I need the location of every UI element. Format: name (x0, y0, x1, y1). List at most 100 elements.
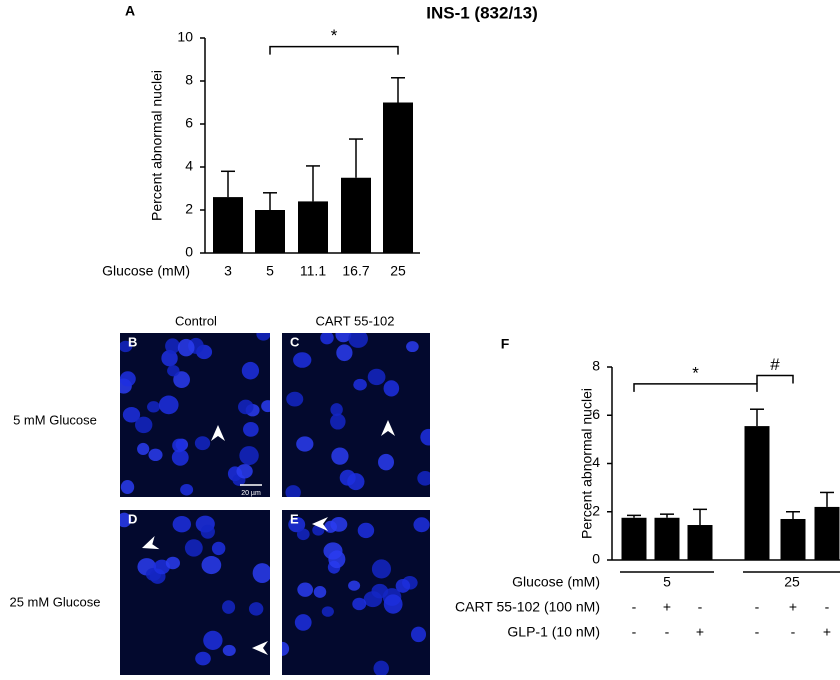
treatment-label: - (755, 624, 760, 640)
nucleus (148, 448, 163, 462)
y-tick-label: 0 (592, 551, 600, 567)
nucleus (222, 600, 236, 614)
nucleus (294, 614, 312, 631)
nucleus (120, 512, 132, 528)
y-tick-label: 8 (185, 72, 193, 88)
nucleus (371, 583, 389, 599)
nucleus (243, 421, 259, 437)
nucleus (331, 447, 349, 465)
nucleus (313, 585, 327, 598)
nucleus (135, 416, 153, 434)
nucleus (120, 371, 136, 387)
y-tick-label: 10 (177, 29, 193, 45)
arrowhead (312, 517, 328, 531)
nucleus (161, 349, 178, 367)
significance-mark: * (692, 363, 699, 382)
treatment-label: - (632, 599, 637, 615)
treatment-label: - (791, 624, 796, 640)
bar (780, 518, 806, 560)
x-tick-label: 5 (266, 263, 274, 279)
nucleus (158, 395, 179, 415)
column-label: Control (175, 313, 217, 328)
nucleus (285, 485, 301, 497)
nucleus (339, 469, 356, 486)
bar (654, 517, 680, 560)
nucleus (172, 438, 186, 453)
y-axis-label: Percent abnormal nuclei (149, 70, 165, 221)
column-label: CART 55-102 (315, 313, 394, 328)
y-tick-label: 2 (185, 201, 193, 217)
bar (383, 102, 413, 253)
nucleus (173, 371, 190, 389)
nucleus (293, 352, 312, 368)
nucleus (383, 594, 403, 614)
nucleus (288, 516, 306, 533)
nucleus (167, 365, 180, 377)
treatment-label: - (825, 599, 830, 615)
row-label: 5 mM Glucose (13, 412, 97, 427)
treatment-label: - (632, 624, 637, 640)
nucleus (239, 446, 259, 466)
nucleus (406, 341, 419, 353)
nucleus (200, 524, 215, 539)
scale-bar-label: 20 µm (241, 490, 261, 497)
arrowhead (252, 641, 268, 655)
nucleus (165, 556, 181, 570)
x-axis-label: Glucose (mM) (102, 263, 190, 279)
nucleus (261, 400, 270, 413)
nucleus (222, 644, 236, 656)
y-tick-label: 6 (592, 406, 600, 422)
nucleus (335, 333, 352, 343)
arrowhead (211, 425, 225, 441)
nucleus (122, 407, 141, 423)
nucleus (286, 391, 304, 407)
nucleus (194, 436, 211, 451)
panel-label: B (128, 334, 137, 349)
nucleus (165, 338, 180, 354)
nucleus (395, 579, 411, 593)
nucleus (348, 580, 361, 591)
micrograph (120, 510, 270, 675)
nucleus (373, 660, 389, 675)
x-tick-label: 16.7 (342, 263, 369, 279)
nucleus (184, 539, 203, 557)
y-tick-label: 4 (592, 454, 600, 470)
nucleus (336, 344, 353, 362)
nucleus (353, 378, 367, 391)
nucleus (383, 380, 400, 397)
group-label: 25 (784, 574, 800, 590)
panel-label: C (290, 334, 300, 349)
y-tick-label: 0 (185, 244, 193, 260)
nucleus (137, 442, 150, 455)
nucleus (256, 333, 270, 341)
significance-mark: * (331, 26, 338, 45)
panel-label: A (125, 3, 135, 19)
nucleus (411, 626, 427, 643)
nucleus (420, 428, 430, 446)
x-row-label: CART 55-102 (100 nM) (455, 599, 600, 615)
nuclei (120, 333, 270, 496)
bar (687, 525, 713, 560)
panel-label: D (128, 511, 137, 526)
nucleus (248, 602, 264, 616)
nucleus (201, 556, 222, 575)
x-tick-label: 11.1 (300, 263, 326, 279)
x-tick-label: 3 (224, 263, 232, 279)
nucleus (296, 528, 310, 541)
nucleus (348, 333, 368, 348)
x-row-label: GLP-1 (10 nM) (507, 624, 600, 640)
significance-mark: # (770, 355, 780, 374)
nuclei (120, 512, 270, 666)
bar (744, 426, 770, 560)
nucleus (252, 563, 270, 583)
treatment-label: + (696, 624, 704, 640)
arrowhead (381, 420, 395, 436)
bar (298, 201, 328, 253)
nucleus (321, 606, 334, 617)
nucleus (171, 449, 189, 466)
nucleus (282, 641, 290, 656)
nucleus (120, 480, 135, 495)
bar (814, 506, 840, 560)
y-tick-label: 8 (592, 358, 600, 374)
bar (255, 210, 285, 253)
